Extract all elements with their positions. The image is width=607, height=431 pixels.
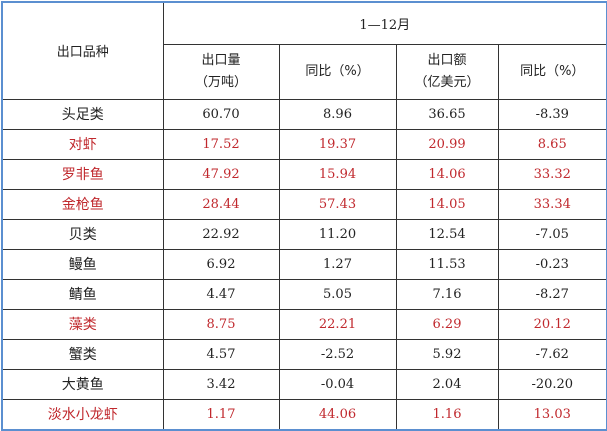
cell-variety: 鲭鱼	[1, 278, 164, 310]
cell-volume-yoy: 15.94	[278, 158, 397, 190]
cell-export-value: 14.06	[395, 158, 499, 190]
cell-export-value: 2.04	[395, 368, 499, 400]
cell-export-volume: 28.44	[162, 188, 280, 220]
cell-export-volume: 60.70	[162, 98, 280, 130]
header-volume-yoy: 同比（%）	[278, 43, 397, 100]
header-value-yoy: 同比（%）	[497, 43, 607, 100]
cell-volume-yoy: 1.27	[278, 248, 397, 280]
cell-value-yoy: -0.23	[497, 248, 607, 280]
cell-variety: 大黄鱼	[1, 368, 164, 400]
cell-volume-yoy: 22.21	[278, 308, 397, 340]
cell-export-volume: 4.57	[162, 338, 280, 370]
cell-export-volume: 4.47	[162, 278, 280, 310]
cell-export-volume: 17.52	[162, 128, 280, 160]
cell-variety: 金枪鱼	[1, 188, 164, 220]
cell-variety: 藻类	[1, 308, 164, 340]
table-row: 罗非鱼 47.92 15.94 14.06 33.32	[1, 158, 607, 190]
cell-value-yoy: -7.05	[497, 218, 607, 250]
header-export-value: 出口额 （亿美元）	[395, 43, 499, 100]
cell-volume-yoy: 57.43	[278, 188, 397, 220]
table-row: 对虾 17.52 19.37 20.99 8.65	[1, 128, 607, 160]
cell-export-value: 36.65	[395, 98, 499, 130]
header-export-volume: 出口量 （万吨）	[162, 43, 280, 100]
cell-volume-yoy: 11.20	[278, 218, 397, 250]
cell-export-value: 7.16	[395, 278, 499, 310]
table-row: 淡水小龙虾 1.17 44.06 1.16 13.03	[1, 398, 607, 430]
table-row: 蟹类 4.57 -2.52 5.92 -7.62	[1, 338, 607, 370]
cell-volume-yoy: 44.06	[278, 398, 397, 430]
cell-value-yoy: -8.39	[497, 98, 607, 130]
cell-export-value: 11.53	[395, 248, 499, 280]
table-row: 金枪鱼 28.44 57.43 14.05 33.34	[1, 188, 607, 220]
header-line1: 出口量	[201, 52, 241, 68]
cell-export-value: 20.99	[395, 128, 499, 160]
cell-variety: 鳗鱼	[1, 248, 164, 280]
cell-volume-yoy: 8.96	[278, 98, 397, 130]
cell-variety: 对虾	[1, 128, 164, 160]
cell-value-yoy: 13.03	[497, 398, 607, 430]
header-period: 1—12月	[162, 1, 607, 45]
cell-volume-yoy: -2.52	[278, 338, 397, 370]
cell-export-value: 12.54	[395, 218, 499, 250]
cell-value-yoy: -7.62	[497, 338, 607, 370]
cell-export-value: 5.92	[395, 338, 499, 370]
cell-volume-yoy: 19.37	[278, 128, 397, 160]
cell-export-value: 14.05	[395, 188, 499, 220]
table-row: 贝类 22.92 11.20 12.54 -7.05	[1, 218, 607, 250]
cell-variety: 淡水小龙虾	[1, 398, 164, 430]
cell-export-volume: 8.75	[162, 308, 280, 340]
cell-export-volume: 6.92	[162, 248, 280, 280]
cell-value-yoy: -8.27	[497, 278, 607, 310]
cell-export-volume: 47.92	[162, 158, 280, 190]
table-row: 鲭鱼 4.47 5.05 7.16 -8.27	[1, 278, 607, 310]
table-row: 头足类 60.70 8.96 36.65 -8.39	[1, 98, 607, 130]
cell-volume-yoy: 5.05	[278, 278, 397, 310]
header-line2: （万吨）	[194, 74, 247, 90]
table-row: 大黄鱼 3.42 -0.04 2.04 -20.20	[1, 368, 607, 400]
cell-export-value: 1.16	[395, 398, 499, 430]
header-line2: （亿美元）	[414, 74, 480, 90]
header-variety: 出口品种	[1, 1, 164, 100]
cell-volume-yoy: -0.04	[278, 368, 397, 400]
cell-value-yoy: 33.34	[497, 188, 607, 220]
cell-value-yoy: -20.20	[497, 368, 607, 400]
cell-export-value: 6.29	[395, 308, 499, 340]
cell-value-yoy: 20.12	[497, 308, 607, 340]
cell-variety: 蟹类	[1, 338, 164, 370]
cell-variety: 头足类	[1, 98, 164, 130]
cell-variety: 贝类	[1, 218, 164, 250]
cell-export-volume: 22.92	[162, 218, 280, 250]
cell-value-yoy: 8.65	[497, 128, 607, 160]
cell-value-yoy: 33.32	[497, 158, 607, 190]
cell-export-volume: 3.42	[162, 368, 280, 400]
cell-variety: 罗非鱼	[1, 158, 164, 190]
header-line1: 出口额	[427, 52, 467, 68]
table-row: 鳗鱼 6.92 1.27 11.53 -0.23	[1, 248, 607, 280]
cell-export-volume: 1.17	[162, 398, 280, 430]
table-row: 藻类 8.75 22.21 6.29 20.12	[1, 308, 607, 340]
